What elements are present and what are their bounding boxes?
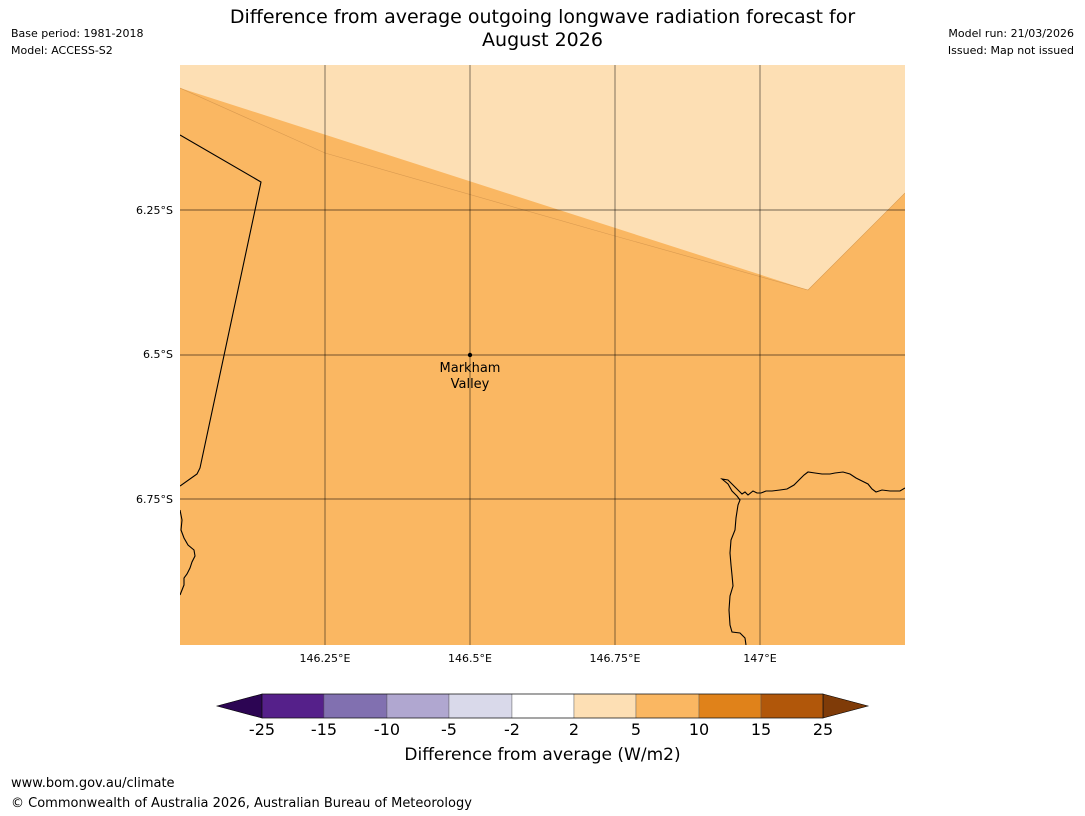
longitude-label: 146.5°E	[448, 652, 492, 665]
base-period: Base period: 1981-2018	[11, 27, 144, 40]
colorbar-title: Difference from average (W/m2)	[404, 745, 681, 765]
model-run: Model run: 21/03/2026	[948, 27, 1074, 40]
longitude-labels: 146.25°E 146.5°E 146.75°E 147°E	[300, 652, 777, 665]
footer-url: www.bom.gov.au/climate	[11, 776, 175, 791]
issued-status: Issued: Map not issued	[947, 44, 1074, 57]
footer-copyright: © Commonwealth of Australia 2026, Austra…	[11, 796, 472, 811]
anomaly-band-2-to-5	[180, 65, 905, 290]
colorbar: -25 -15 -10 -5 -2 2 5 10 15 25	[215, 693, 870, 739]
boundaries-and-coastline	[180, 134, 905, 645]
map-panel: Markham Valley	[180, 65, 905, 645]
colorbar-segment	[760, 693, 824, 719]
place-marker	[467, 352, 473, 358]
footer: www.bom.gov.au/climate © Commonwealth of…	[11, 774, 472, 814]
colorbar-tick-label: 25	[813, 720, 833, 739]
title-line-2: August 2026	[482, 29, 603, 51]
colorbar-tick-label: 2	[569, 720, 579, 739]
colorbar-under-arrow	[215, 693, 263, 719]
colorbar-segment	[511, 693, 575, 719]
coastline-west	[180, 509, 196, 596]
colorbar-tick-label: -25	[249, 720, 275, 739]
colorbar-segment	[573, 693, 637, 719]
model-name: Model: ACCESS-S2	[11, 44, 113, 57]
place-name-line-1: Markham	[440, 361, 501, 376]
colorbar-tick-label: -15	[311, 720, 337, 739]
colorbar-tick-label: -2	[504, 720, 520, 739]
colorbar-tick-label: -10	[374, 720, 400, 739]
colorbar-segment	[448, 693, 513, 719]
colorbar-segment	[698, 693, 762, 719]
colorbar-segment	[386, 693, 450, 719]
colorbar-tick-label: 10	[689, 720, 709, 739]
colorbar-tick-label: -5	[441, 720, 457, 739]
colorbar-tick-label: 15	[751, 720, 771, 739]
border-line	[180, 134, 262, 487]
title-line-1: Difference from average outgoing longwav…	[229, 6, 856, 28]
latitude-labels: 6.25°S 6.5°S 6.75°S	[136, 204, 173, 506]
latitude-label: 6.25°S	[136, 204, 173, 217]
latitude-label: 6.5°S	[143, 348, 173, 361]
map-title: Difference from average outgoing longwav…	[180, 6, 905, 52]
longitude-label: 146.75°E	[590, 652, 641, 665]
latitude-label: 6.75°S	[136, 493, 173, 506]
colorbar-tick-label: 5	[631, 720, 641, 739]
colorbar-outline	[261, 693, 824, 719]
coastline-east	[720, 471, 905, 645]
longitude-label: 146.25°E	[300, 652, 351, 665]
meta-left: Base period: 1981-2018 Model: ACCESS-S2	[11, 25, 143, 59]
longitude-label: 147°E	[743, 652, 776, 665]
graticule	[180, 65, 905, 645]
colorbar-over-arrow	[822, 693, 870, 719]
meta-right: Model run: 21/03/2026 Issued: Map not is…	[948, 25, 1074, 59]
colorbar-segment	[323, 693, 388, 719]
colorbar-segment	[261, 693, 325, 719]
place-name-line-2: Valley	[451, 377, 490, 392]
colorbar-segment	[635, 693, 700, 719]
